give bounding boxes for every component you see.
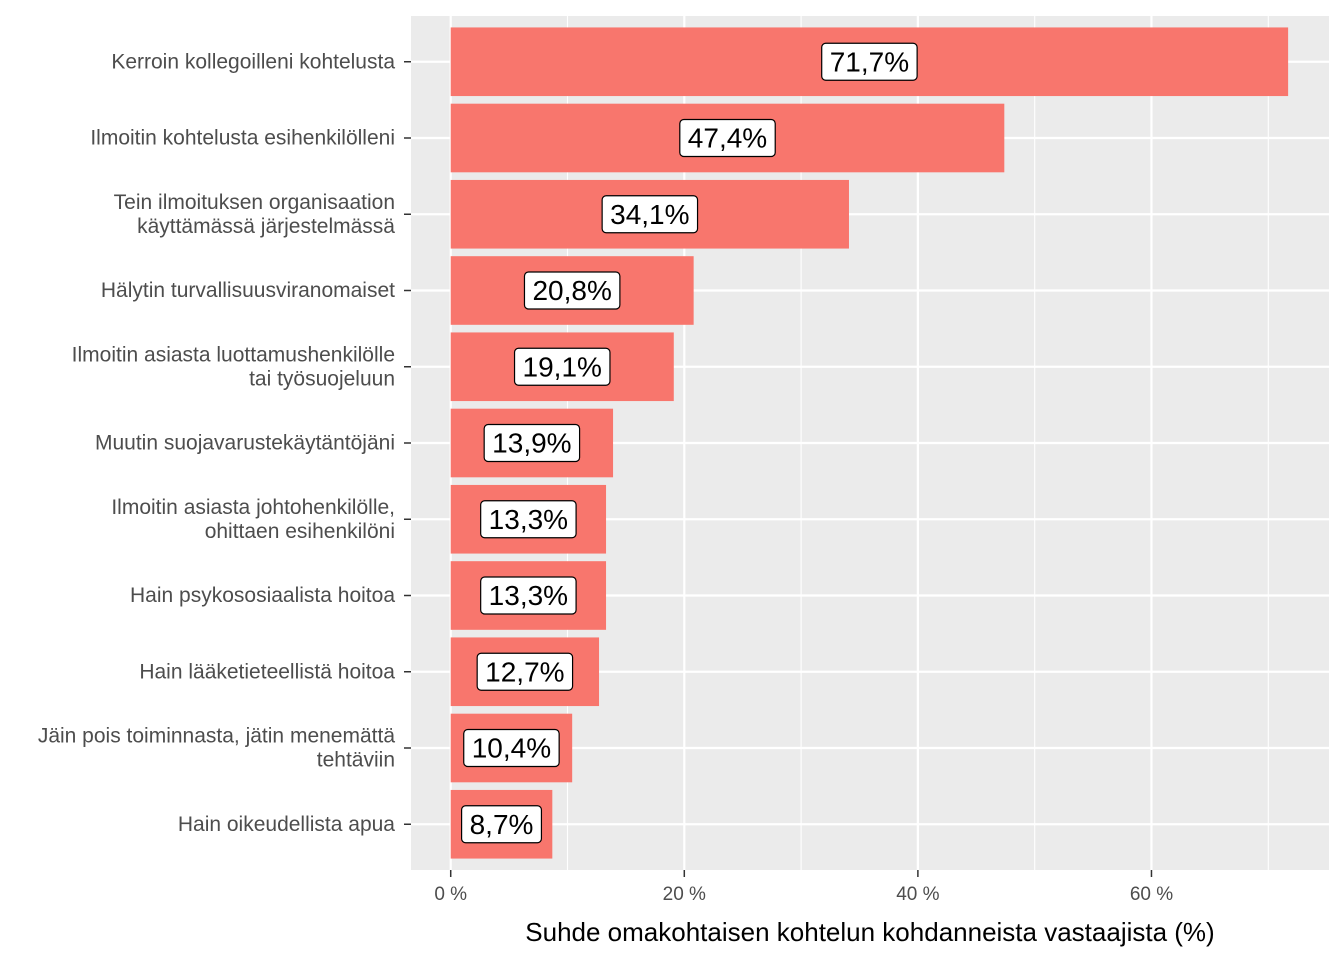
category-label: Hain oikeudellista apua xyxy=(178,813,395,836)
data-label-box xyxy=(463,728,560,768)
category-label: Jäin pois toiminnasta, jätin menemättä te… xyxy=(38,725,396,772)
data-label-box xyxy=(513,347,611,386)
data-label: 34,1% xyxy=(610,199,689,230)
data-label: 13,3% xyxy=(489,580,568,611)
data-label-box xyxy=(480,500,577,539)
category-label: Kerroin kollegoilleni kohtelusta xyxy=(111,50,395,73)
category-label-line: Hälytin turvallisuusviranomaiset xyxy=(101,279,395,302)
x-axis-title: Suhde omakohtaisen kohtelun kohdanneista… xyxy=(525,917,1214,947)
category-label-line: Hain oikeudellista apua xyxy=(178,813,395,836)
data-label: 10,4% xyxy=(472,733,551,764)
data-label: 47,4% xyxy=(688,123,767,154)
category-label-line: Hain lääketieteellistä hoitoa xyxy=(139,660,395,683)
x-tick-label: 40 % xyxy=(896,884,939,905)
category-label-line: Ilmoitin asiasta johtohenkilölle, xyxy=(111,496,395,519)
category-label-line: Ilmoitin kohtelusta esihenkilölleni xyxy=(90,127,395,150)
category-label-line: Muutin suojavarustekäytäntöjäni xyxy=(95,432,395,455)
data-label: 12,7% xyxy=(485,656,564,687)
data-label: 13,9% xyxy=(492,428,571,459)
data-label: 13,3% xyxy=(489,504,568,535)
data-label-box xyxy=(480,576,577,615)
category-label: Ilmoitin kohtelusta esihenkilölleni xyxy=(90,127,395,150)
x-tick-label: 20 % xyxy=(663,884,706,905)
data-label: 20,8% xyxy=(532,275,611,306)
x-tick-label: 60 % xyxy=(1130,884,1173,905)
category-label-line: Jäin pois toiminnasta, jätin menemättä xyxy=(38,725,396,748)
data-label-box xyxy=(821,42,918,81)
category-label-line: ohittaen esihenkilöni xyxy=(205,520,395,543)
category-label-line: Kerroin kollegoilleni kohtelusta xyxy=(111,50,395,73)
data-label: 8,7% xyxy=(470,809,534,840)
data-label-box xyxy=(601,195,699,234)
category-label: Tein ilmoituksen organisaation käyttämäss… xyxy=(114,191,396,238)
category-label-line: käyttämässä järjestelmässä xyxy=(137,215,395,238)
category-label: Hain psykososiaalista hoitoa xyxy=(130,584,395,607)
category-label: Ilmoitin asiasta johtohenkilölle, ohittae… xyxy=(111,496,395,543)
data-label: 71,7% xyxy=(830,46,909,77)
x-tick-label: 0 % xyxy=(434,884,467,905)
category-label-line: Ilmoitin asiasta luottamushenkilölle xyxy=(72,343,395,366)
data-label-box xyxy=(523,271,621,310)
category-label-line: tehtäviin xyxy=(317,749,395,772)
category-label: Muutin suojavarustekäytäntöjäni xyxy=(95,432,395,455)
data-label-box xyxy=(461,805,543,844)
data-label: 19,1% xyxy=(523,351,602,382)
data-label-box xyxy=(483,423,581,463)
category-label: Ilmoitin asiasta luottamushenkilölle tai … xyxy=(72,343,395,390)
category-label: Hälytin turvallisuusviranomaiset xyxy=(101,279,395,302)
data-label-box xyxy=(476,652,574,691)
category-label-line: Tein ilmoituksen organisaation xyxy=(114,191,395,214)
category-label: Hain lääketieteellistä hoitoa xyxy=(139,660,395,683)
data-label-box xyxy=(679,118,776,158)
category-label-line: Hain psykososiaalista hoitoa xyxy=(130,584,395,607)
category-label-line: tai työsuojeluun xyxy=(249,367,395,390)
